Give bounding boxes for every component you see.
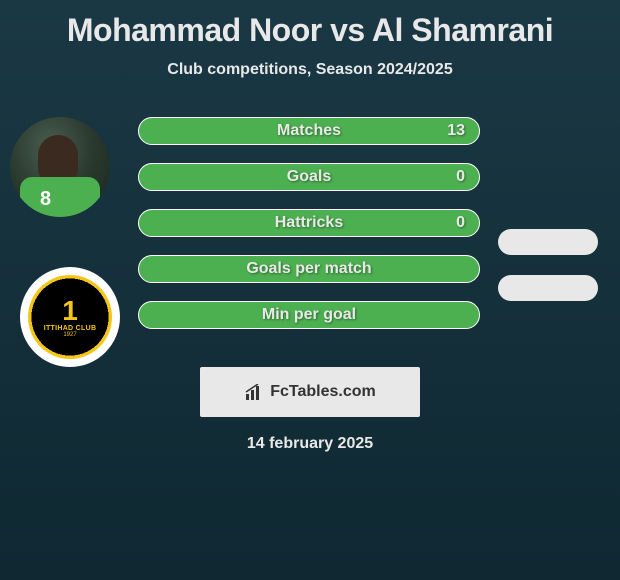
brand-text: FcTables.com: [270, 383, 376, 401]
player-avatar-left: 8: [10, 117, 110, 217]
footer-date: 14 february 2025: [0, 435, 620, 453]
club-badge-inner: 1 ITTIHAD CLUB 1927: [28, 275, 112, 359]
stat-value: 0: [456, 168, 465, 186]
comparison-pill: [498, 275, 598, 301]
stat-label: Hattricks: [275, 214, 343, 232]
stat-bar: Matches 13: [138, 117, 480, 145]
stat-row: Min per goal: [138, 301, 480, 329]
stat-bar: Hattricks 0: [138, 209, 480, 237]
club-name: ITTIHAD CLUB: [44, 325, 97, 332]
comparison-content: 8 1 ITTIHAD CLUB 1927 Matches 13 Goals 0…: [0, 117, 620, 453]
jersey-number: 8: [40, 188, 51, 211]
stat-bars: Matches 13 Goals 0 Hattricks 0 Goals per…: [138, 117, 480, 329]
comparison-pill: [498, 229, 598, 255]
page-subtitle: Club competitions, Season 2024/2025: [0, 61, 620, 79]
stat-row: Matches 13: [138, 117, 480, 145]
page-title: Mohammad Noor vs Al Shamrani: [0, 0, 620, 49]
stat-row: Goals per match: [138, 255, 480, 283]
stat-row: Hattricks 0: [138, 209, 480, 237]
brand-badge[interactable]: FcTables.com: [200, 367, 420, 417]
stat-bar: Goals 0: [138, 163, 480, 191]
chart-icon: [244, 384, 264, 400]
stat-value: 0: [456, 214, 465, 232]
stat-label: Goals per match: [246, 260, 371, 278]
club-badge: 1 ITTIHAD CLUB 1927: [20, 267, 120, 367]
right-comparison-pills: [498, 229, 598, 321]
stat-label: Min per goal: [262, 306, 356, 324]
stat-label: Goals: [287, 168, 331, 186]
stat-row: Goals 0: [138, 163, 480, 191]
stat-value: 13: [447, 122, 465, 140]
club-number: 1: [62, 297, 78, 325]
club-year: 1927: [63, 332, 76, 338]
stat-bar: Min per goal: [138, 301, 480, 329]
stat-label: Matches: [277, 122, 341, 140]
stat-bar: Goals per match: [138, 255, 480, 283]
